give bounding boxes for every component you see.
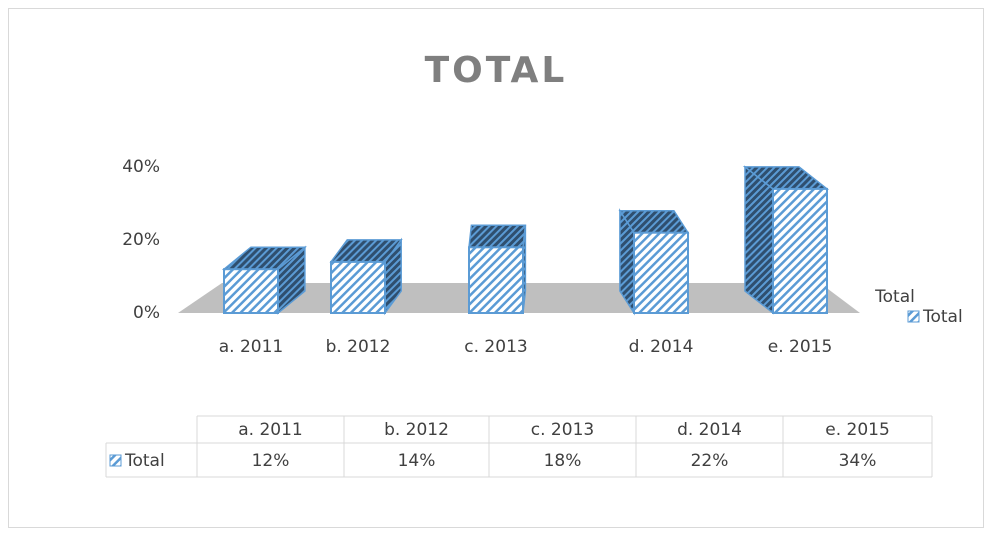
chart-title: TOTAL (425, 50, 568, 91)
x-tick-label: a. 2011 (219, 337, 284, 357)
bar (223, 268, 279, 315)
table-header: a. 2011 (238, 420, 303, 440)
bar-top (468, 224, 527, 249)
table-value: 22% (691, 451, 729, 471)
x-tick-label: e. 2015 (768, 337, 833, 357)
x-tick-label: d. 2014 (629, 337, 694, 357)
table-header: e. 2015 (825, 420, 890, 440)
y-tick-label: 0% (133, 303, 160, 323)
table-value: 12% (252, 451, 290, 471)
table-header: b. 2012 (384, 420, 449, 440)
table-row-label: Total (124, 451, 165, 471)
legend-swatch (907, 310, 920, 323)
legend-key (109, 454, 122, 467)
table-value: 18% (544, 451, 582, 471)
y-tick-label: 20% (122, 230, 160, 250)
depth-axis-label: Total (874, 287, 915, 307)
bar (772, 187, 828, 314)
table-value: 34% (839, 451, 877, 471)
bar (468, 246, 524, 314)
bar (633, 231, 689, 314)
y-tick-label: 40% (122, 157, 160, 177)
bar-side (744, 165, 774, 315)
table-header: c. 2013 (531, 420, 594, 440)
data-table: Total a. 2011 12% b. 2012 14% c. 2013 18% d. 20… (105, 415, 933, 478)
table-header: d. 2014 (677, 420, 742, 440)
table-value: 14% (398, 451, 436, 471)
bars (221, 165, 830, 316)
x-tick-label: c. 2013 (464, 337, 527, 357)
bar (330, 260, 386, 314)
x-tick-label: b. 2012 (326, 337, 391, 357)
legend-label: Total (922, 307, 963, 327)
